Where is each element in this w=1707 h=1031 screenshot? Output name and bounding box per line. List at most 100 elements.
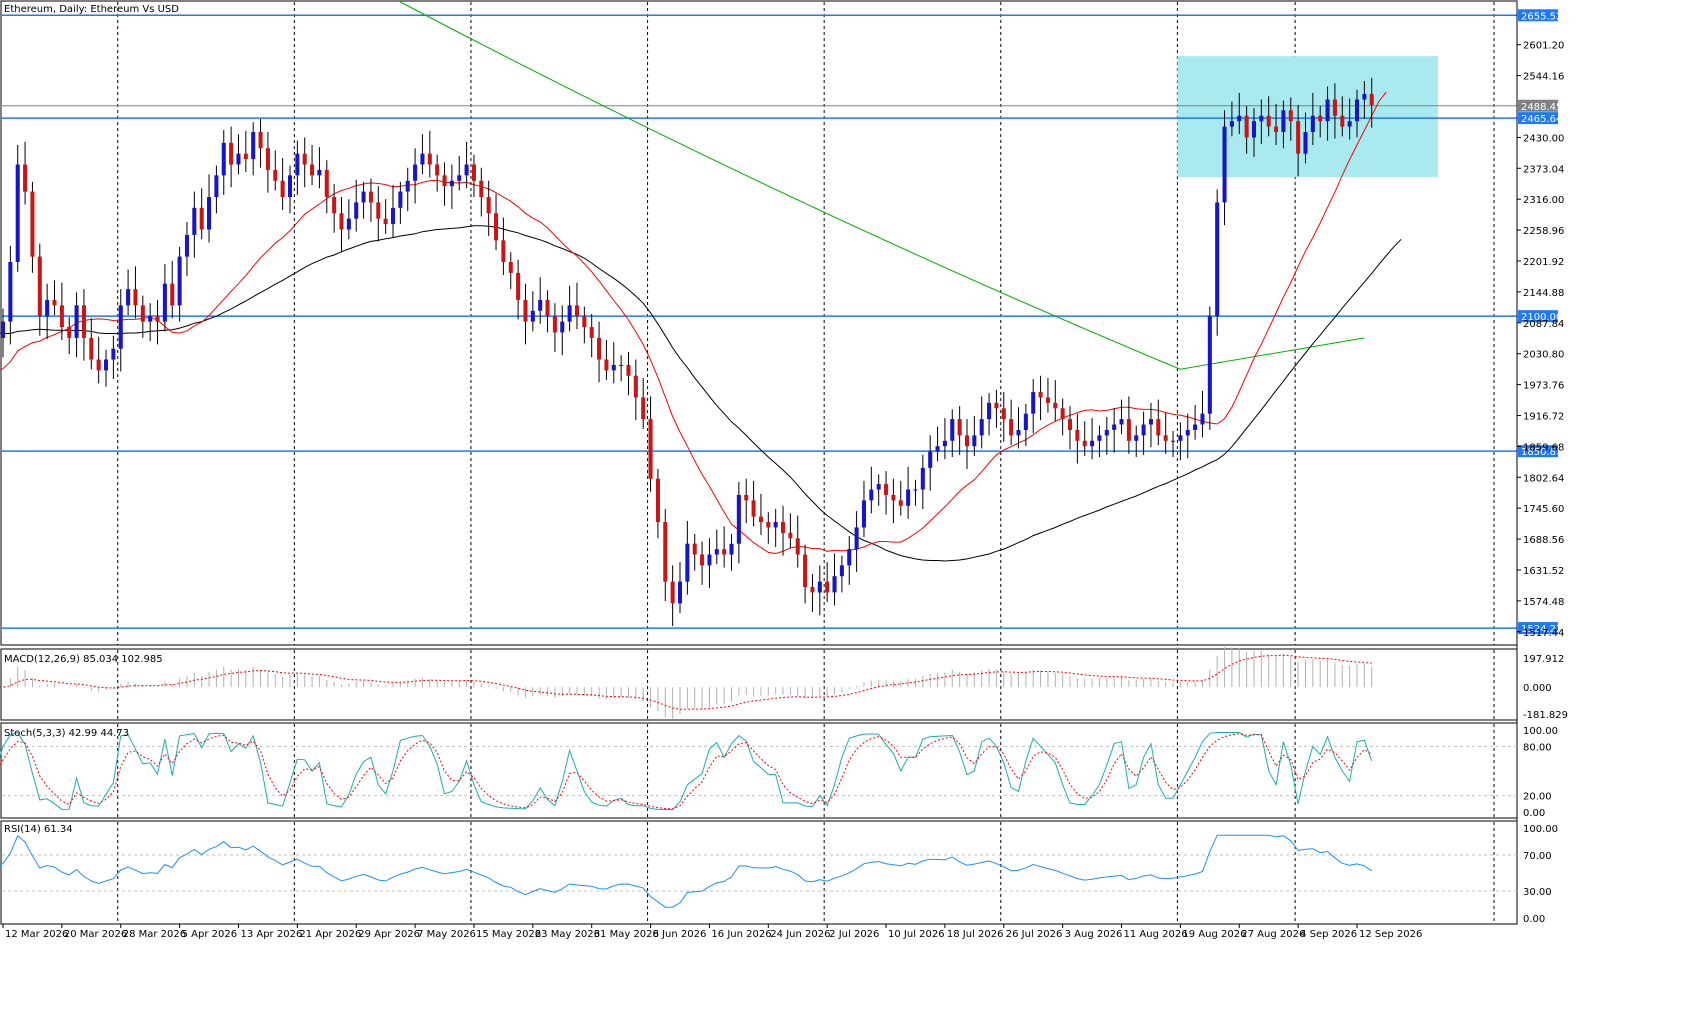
candle-body [1112,424,1117,430]
candle-body [449,180,454,187]
candle-body [405,180,410,192]
stochastic-panel: 100.00 80.00 20.00 0.00 [0,726,1558,819]
candle-body [1075,429,1080,441]
candle-body [207,197,212,230]
candle-body [508,262,513,273]
candle-body [1310,115,1315,133]
osc-signal-line [0,733,1372,810]
candle-body [368,191,373,203]
candle-body [1031,392,1036,414]
price-tick-label: 2087.84 [1523,319,1564,330]
date-tick-label: 26 Jul 2026 [1006,929,1063,940]
candle-body [994,402,999,409]
candle-body [457,175,462,181]
candle-body [486,197,491,214]
consolidation-range-box[interactable] [1177,56,1438,177]
candle-body [744,494,749,501]
candle-body [1134,435,1139,441]
level-price-badge [1518,310,1558,323]
candle-body [427,153,432,165]
date-tick-label: 24 Jun 2026 [770,929,830,940]
candle-body [1038,392,1043,398]
level-price-label: 1850.81 [1521,447,1562,458]
candle-body [162,283,167,322]
candle-body [324,169,329,198]
candle-body [140,305,145,322]
candle-body [126,289,131,306]
candle-body [30,191,35,257]
candle-body [898,500,903,506]
candle-body [604,359,609,371]
date-tick-label: 15 May 2026 [476,929,541,940]
candle-body [1237,115,1242,122]
date-tick-label: 28 Mar 2026 [123,929,186,940]
candle-body [795,538,800,555]
candle-body [641,397,646,420]
candle-body [317,169,322,176]
price-tick-label: 1859.68 [1523,442,1564,453]
candle-body [906,489,911,506]
candle-body [1141,424,1146,436]
candle-body [957,419,962,436]
price-tick-label: 2601.20 [1523,41,1564,52]
candle-body [942,440,947,447]
candle-body [913,489,918,491]
sma50-line [0,225,1402,562]
candle-body [1126,419,1131,441]
candle-body [523,299,528,322]
candle-body [273,169,278,181]
macd-tick-label: 0.000 [1523,683,1552,694]
candle-body [700,554,705,566]
date-tick-label: 11 Aug 2026 [1124,929,1188,940]
candle-body [729,543,734,555]
level-price-label: 1524.22 [1521,624,1562,635]
candle-body [413,164,418,181]
candle-body [37,256,42,317]
candle-body [265,148,270,170]
horizontal-levels[interactable]: 2655.52 2465.64 2100.00 1850.81 1524.22 2488.… [2,9,1562,635]
date-tick-label: 13 Apr 2026 [240,929,302,940]
candle-body [1362,94,1367,100]
price-tick-label: 1802.64 [1523,473,1564,484]
price-tick-label: 2030.80 [1523,350,1564,361]
candle-body [780,522,786,533]
candle-body [1369,94,1374,105]
candle-body [420,153,425,165]
candle-body [1082,440,1087,447]
rsi-title: RSI(14) 61.34 [4,824,73,835]
candle-body [516,272,521,300]
date-tick-label: 23 May 2026 [535,929,600,940]
candle-body [45,299,50,317]
macd-tick-label: -181.829 [1523,710,1568,721]
osc-tick-label: 20.00 [1523,792,1552,803]
candle-body [964,435,970,447]
level-price-badge [1518,9,1558,22]
candle-body [280,180,285,198]
candle-body [766,522,771,528]
sma20-line [0,91,1387,555]
candle-body [59,305,64,328]
candle-body [361,191,366,203]
candle-body [471,164,476,181]
candle-body [773,522,778,528]
macd-panel: 197.912 0.000 -181.829 [0,647,1568,721]
candle-body [1215,202,1220,317]
price-tick-label: 1574.48 [1523,597,1564,608]
candle-body [530,310,535,322]
candle-body [1148,419,1153,425]
candle-body [192,207,197,235]
level-price-badge [1518,622,1558,635]
candle-body [1200,413,1205,425]
date-tick-label: 29 Apr 2026 [358,929,420,940]
price-tick-label: 1745.60 [1523,504,1564,515]
current-price-label: 2488.45 [1521,102,1562,113]
candle-body [1119,419,1124,425]
candle-body [501,240,506,263]
date-tick-label: 21 Apr 2026 [299,929,361,940]
date-tick-label: 5 Apr 2026 [182,929,237,940]
candle-body [677,581,683,604]
osc-tick-label: 80.00 [1523,742,1552,753]
